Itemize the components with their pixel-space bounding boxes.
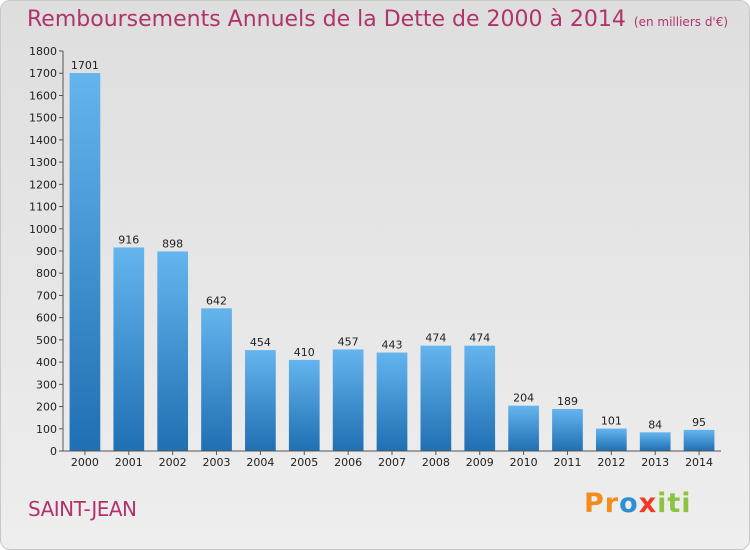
bar (376, 352, 408, 451)
bar-value-label: 642 (206, 294, 227, 307)
bar-value-label: 84 (648, 418, 662, 431)
y-tick-label: 900 (36, 245, 57, 258)
x-tick-label: 2005 (290, 456, 318, 469)
logo-letter: r (604, 488, 620, 519)
y-tick-label: 1100 (29, 201, 57, 214)
bar (683, 429, 715, 451)
logo-letter: t (667, 488, 682, 519)
bar-value-label: 454 (250, 336, 271, 349)
bar (639, 432, 671, 451)
town-name: SAINT-JEAN (28, 497, 137, 521)
bar-value-label: 457 (338, 335, 359, 348)
logo-letter: o (619, 488, 639, 519)
logo-letter: x (638, 488, 658, 519)
y-tick-label: 200 (36, 401, 57, 414)
bar (157, 251, 189, 451)
x-tick-label: 2004 (246, 456, 274, 469)
bar (420, 345, 452, 451)
bar (288, 359, 320, 451)
y-tick-label: 0 (50, 445, 57, 458)
x-tick-label: 2002 (159, 456, 187, 469)
bar (201, 308, 232, 451)
y-tick-label: 1000 (29, 223, 57, 236)
x-tick-label: 2009 (466, 456, 494, 469)
chart-title-text: Remboursements Annuels de la Dette de 20… (27, 7, 626, 32)
chart-subtitle: (en milliers d'€) (633, 15, 729, 29)
y-tick-label: 500 (36, 334, 57, 347)
x-tick-label: 2006 (334, 456, 362, 469)
y-tick-label: 1700 (29, 67, 57, 80)
bar (595, 428, 627, 451)
x-tick-label: 2000 (71, 456, 99, 469)
chart-title: Remboursements Annuels de la Dette de 20… (27, 7, 728, 32)
bar-value-label: 204 (513, 392, 534, 405)
proxiti-logo: Proxiti (584, 488, 692, 519)
x-tick-label: 2008 (422, 456, 450, 469)
y-tick-label: 1600 (29, 89, 57, 102)
logo-letter: i (657, 488, 668, 519)
y-axis: 0 100 200 300 400 500 600 700 800 900 1000 1100 1200… (29, 45, 64, 458)
bar-value-label: 189 (557, 395, 578, 408)
y-tick-label: 300 (36, 378, 57, 391)
logo-letter: i (681, 488, 692, 519)
x-tick-label: 2010 (510, 456, 538, 469)
bar-value-label: 474 (469, 332, 490, 345)
x-tick-label: 2003 (203, 456, 231, 469)
y-tick-label: 1300 (29, 156, 57, 169)
y-tick-label: 100 (36, 423, 57, 436)
x-tick-label: 2011 (553, 456, 581, 469)
bar-value-label: 1701 (71, 59, 99, 72)
y-tick-label: 1400 (29, 134, 57, 147)
bar-value-label: 898 (162, 237, 183, 250)
y-tick-label: 800 (36, 267, 57, 280)
bar (69, 73, 101, 451)
bar (552, 409, 583, 451)
bar (508, 405, 539, 451)
y-tick-label: 1800 (29, 45, 57, 58)
y-tick-label: 400 (36, 356, 57, 369)
logo-letter: P (584, 488, 605, 519)
bar-value-label: 916 (118, 233, 139, 246)
y-tick-label: 600 (36, 312, 57, 325)
bar (113, 247, 145, 451)
bar (245, 350, 276, 451)
x-tick-label: 2012 (597, 456, 625, 469)
bar (332, 349, 364, 451)
bar-value-label: 474 (425, 332, 446, 345)
x-tick-label: 2007 (378, 456, 406, 469)
x-tick-label: 2001 (115, 456, 143, 469)
bar-value-label: 410 (294, 346, 315, 359)
y-tick-label: 1500 (29, 112, 57, 125)
x-axis: 2000 2001 2002 2003 2004 2005 2006 2007 2008 2009… (63, 450, 721, 469)
bar-value-label: 95 (692, 416, 706, 429)
bar-value-label: 101 (601, 415, 622, 428)
x-tick-label: 2014 (685, 456, 713, 469)
bars: 1701 916 898 642 454 410 457 443 474 474 204 189 101… (69, 59, 715, 451)
y-tick-label: 1200 (29, 178, 57, 191)
y-tick-label: 700 (36, 289, 57, 302)
bar (464, 345, 496, 451)
bar-value-label: 443 (382, 339, 403, 352)
x-tick-label: 2013 (641, 456, 669, 469)
